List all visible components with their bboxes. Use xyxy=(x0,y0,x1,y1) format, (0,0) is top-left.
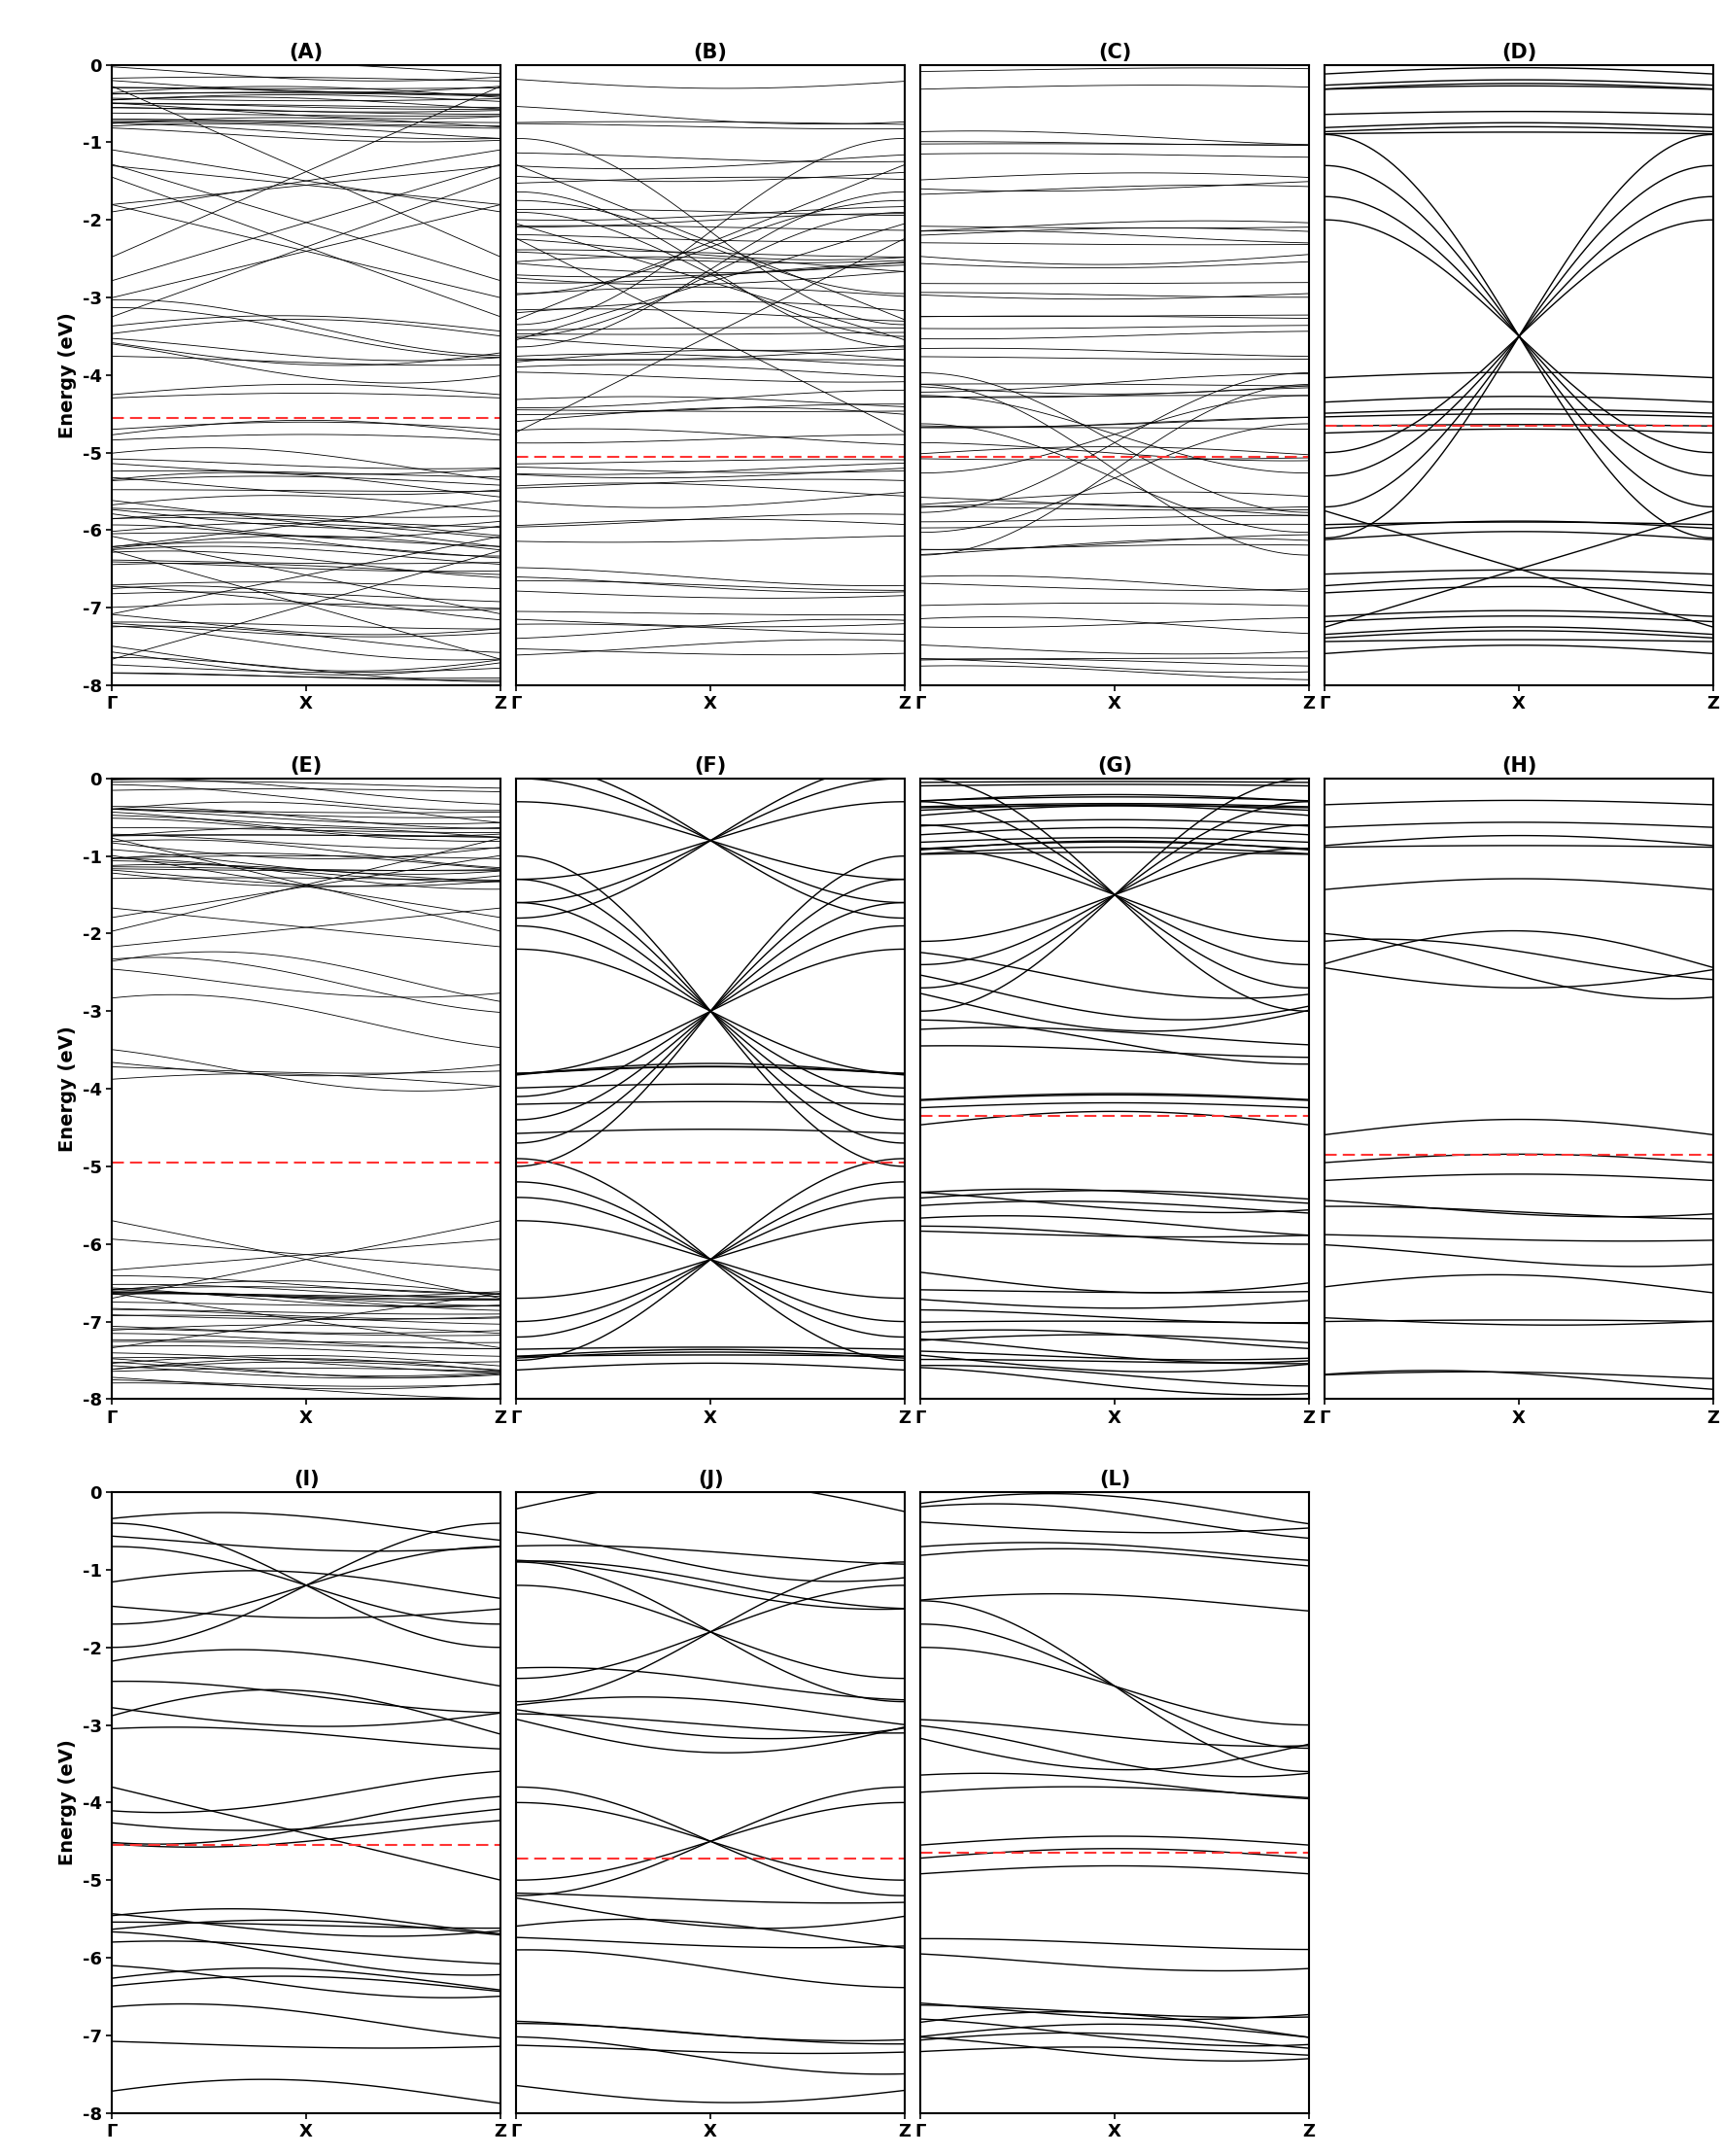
Title: (D): (D) xyxy=(1502,43,1536,63)
Y-axis label: Energy (eV): Energy (eV) xyxy=(59,313,77,438)
Title: (C): (C) xyxy=(1099,43,1131,63)
Title: (E): (E) xyxy=(289,757,322,776)
Y-axis label: Energy (eV): Energy (eV) xyxy=(59,1740,77,1865)
Title: (I): (I) xyxy=(293,1470,319,1490)
Title: (L): (L) xyxy=(1099,1470,1130,1490)
Title: (J): (J) xyxy=(697,1470,723,1490)
Title: (B): (B) xyxy=(694,43,727,63)
Y-axis label: Energy (eV): Energy (eV) xyxy=(59,1026,77,1151)
Title: (F): (F) xyxy=(694,757,727,776)
Title: (H): (H) xyxy=(1502,757,1536,776)
Title: (G): (G) xyxy=(1097,757,1133,776)
Title: (A): (A) xyxy=(289,43,324,63)
